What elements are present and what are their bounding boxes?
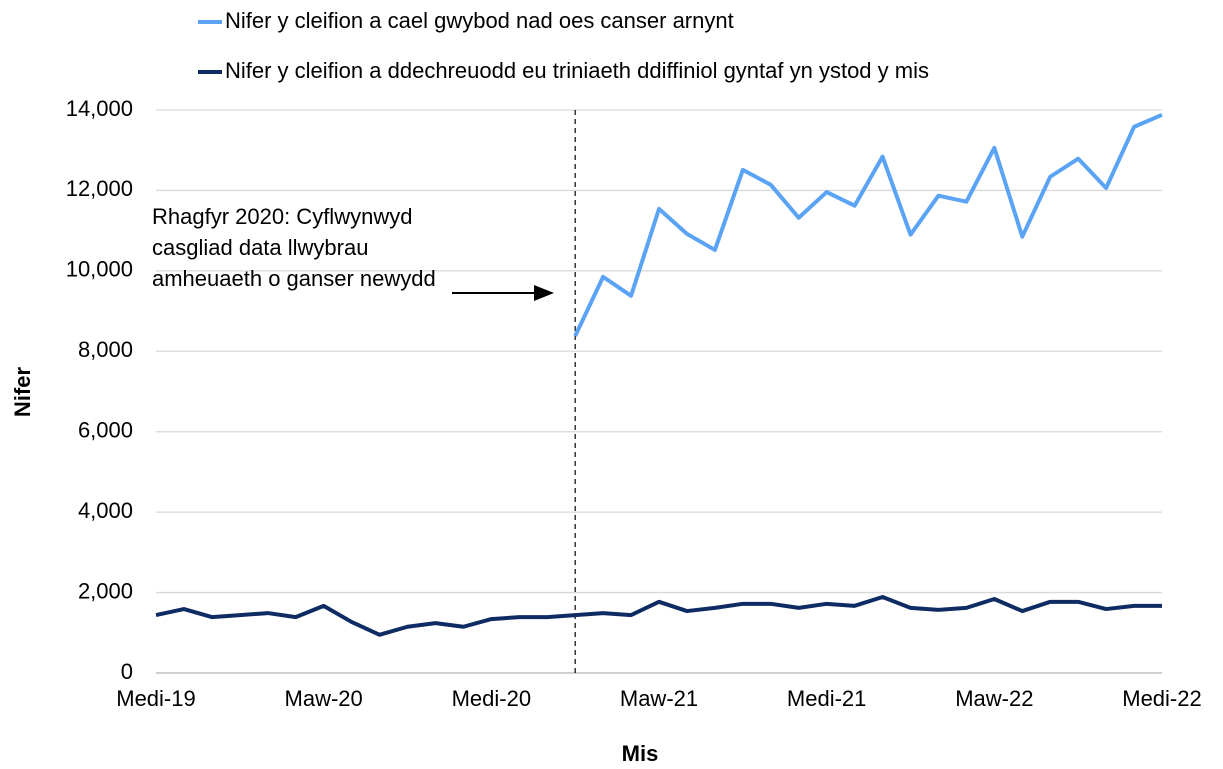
x-tick-label: Maw-22 <box>955 686 1033 711</box>
y-tick-label: 8,000 <box>78 337 133 362</box>
annotation-text: casgliad data llwybrau <box>152 235 368 260</box>
y-tick-label: 0 <box>121 659 133 684</box>
y-tick-label: 14,000 <box>66 96 133 121</box>
legend-label: Nifer y cleifion a cael gwybod nad oes c… <box>225 8 734 33</box>
x-tick-label: Medi-22 <box>1122 686 1201 711</box>
series-line <box>573 112 1163 337</box>
y-axis-title: Nifer <box>10 367 35 418</box>
y-tick-label: 4,000 <box>78 498 133 523</box>
legend-label: Nifer y cleifion a ddechreuodd eu trinia… <box>225 58 929 83</box>
x-tick-label: Medi-21 <box>787 686 866 711</box>
x-tick-label: Medi-20 <box>452 686 531 711</box>
annotation-text: amheuaeth o ganser newydd <box>152 266 436 291</box>
series-line <box>155 594 1162 637</box>
y-tick-label: 2,000 <box>78 578 133 603</box>
x-tick-label: Maw-20 <box>285 686 363 711</box>
y-tick-label: 10,000 <box>66 257 133 282</box>
x-axis-title: Mis <box>622 741 659 766</box>
x-tick-label: Maw-21 <box>620 686 698 711</box>
x-tick-label: Medi-19 <box>116 686 195 711</box>
y-tick-label: 12,000 <box>66 176 133 201</box>
annotation-text: Rhagfyr 2020: Cyflwynwyd <box>152 204 412 229</box>
y-tick-label: 6,000 <box>78 418 133 443</box>
